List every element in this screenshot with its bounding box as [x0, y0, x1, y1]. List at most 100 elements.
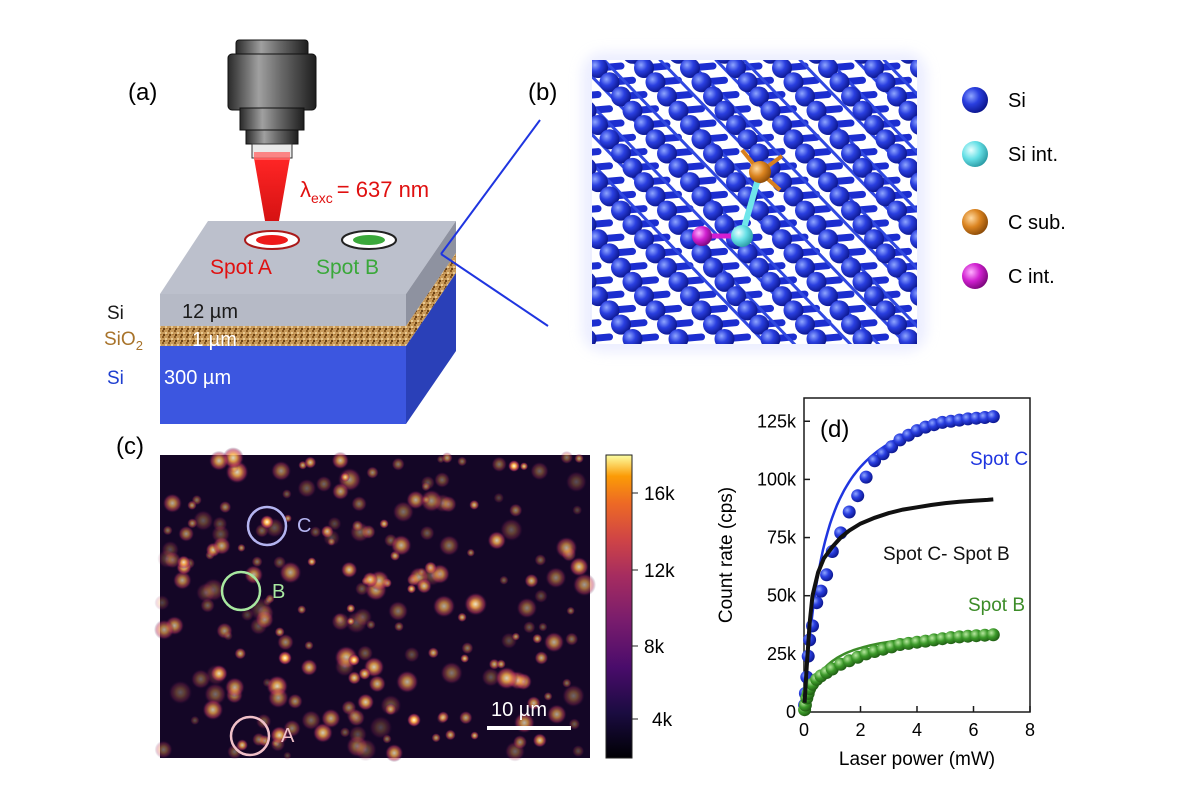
pl-emitter-spot — [566, 606, 575, 616]
pl-emitter-spot — [457, 456, 468, 467]
si-lattice-atom — [875, 186, 896, 207]
si-lattice-atom — [599, 243, 620, 264]
pl-emitter-spot — [420, 489, 443, 513]
pl-emitter-spot — [277, 633, 294, 651]
pl-emitter-spot — [421, 482, 431, 492]
pl-emitter-spot — [493, 492, 505, 504]
si-lattice-atom — [691, 300, 712, 321]
si-lattice-atom — [714, 328, 735, 344]
y-tick-label: 75k — [767, 528, 797, 548]
pl-emitter-spot — [574, 453, 584, 464]
pl-emitter-spot — [481, 667, 501, 687]
pl-emitter-spot — [572, 745, 585, 758]
pl-emitter-spot — [565, 632, 579, 646]
pl-emitter-spot — [351, 495, 367, 512]
si-lattice-atom — [703, 314, 723, 335]
si-lattice-atom — [714, 100, 735, 121]
atom-legend: Si Si int. C sub. C int. — [962, 87, 1066, 289]
si-lattice-atom — [829, 186, 850, 207]
si-lattice-atom — [714, 271, 735, 292]
layer-si-sub-material: Si — [107, 368, 124, 389]
pl-emitter-spot — [172, 570, 192, 590]
pl-emitter-spot — [297, 478, 317, 498]
pl-emitter-spot — [392, 501, 414, 523]
si-lattice-atom — [611, 200, 631, 221]
spot-a-text: Spot A — [210, 256, 272, 279]
pl-bright-spot — [348, 654, 360, 666]
si-lattice-atom — [852, 100, 873, 121]
pl-emitter-spot — [300, 658, 318, 676]
si-substrate — [160, 346, 406, 424]
si-lattice-atom — [760, 100, 781, 121]
x-tick-label: 2 — [855, 720, 865, 740]
pl-emitter-spot — [569, 557, 589, 577]
si-lattice-atom — [852, 214, 873, 235]
si-lattice-atom — [852, 157, 873, 178]
lambda-label: λexc = 637 nm — [300, 177, 429, 206]
pl-emitter-spot — [524, 573, 539, 588]
pl-emitter-spot — [322, 529, 341, 547]
pl-emitter-spot — [187, 500, 197, 511]
si-lattice-atom — [749, 143, 769, 164]
si-lattice-atom — [622, 157, 643, 178]
si-lattice-atom — [910, 60, 917, 78]
si-lattice-atom — [737, 72, 758, 93]
pl-emitter-spot — [304, 456, 317, 469]
pl-emitter-spot — [572, 505, 583, 516]
si-lattice-atom — [852, 271, 873, 292]
si-lattice-atom — [668, 214, 689, 235]
si-lattice-atom — [622, 271, 643, 292]
si-lattice-atom — [611, 143, 631, 164]
pl-emitter-spot — [384, 703, 397, 716]
si-lattice-atom — [599, 186, 620, 207]
pl-emitter-spot — [154, 740, 173, 759]
pl-emitter-spot — [251, 556, 263, 568]
pl-emitter-spot — [187, 518, 198, 529]
si-lattice-atom — [760, 214, 781, 235]
pl-emitter-spot — [340, 472, 351, 482]
pl-emitter-spot — [543, 691, 553, 701]
si-lattice-atom — [611, 257, 631, 278]
si-lattice-atom — [691, 186, 712, 207]
si-lattice-atom — [864, 115, 884, 136]
si-lattice-atom — [592, 330, 597, 344]
si-lattice-atom — [818, 60, 838, 78]
si-lattice-atom — [680, 115, 700, 136]
layer-sio2-thickness: 1 µm — [192, 329, 237, 351]
si-lattice-atom — [714, 214, 735, 235]
pl-emitter-spot — [270, 736, 286, 752]
pl-emitter-spot — [154, 619, 175, 640]
si-lattice-atom — [887, 143, 907, 164]
si-lattice-atom — [691, 72, 712, 93]
si-lattice-atom — [680, 60, 700, 78]
si-lattice-atom — [592, 60, 608, 78]
si-lattice-atom — [841, 200, 861, 221]
pl-emitter-spot — [511, 632, 521, 641]
colorbar-tick: 8k — [644, 637, 665, 658]
zoom-line-bottom — [440, 253, 549, 327]
pl-bright-spot — [260, 515, 274, 529]
pl-emitter-spot — [315, 475, 333, 493]
si-lattice-atom — [726, 60, 746, 78]
pl-emitter-spot — [279, 561, 302, 584]
panel-b: (b) Si Si int. C sub. — [528, 52, 1066, 352]
si-lattice-atom — [622, 100, 643, 121]
pl-emitter-spot — [211, 524, 231, 544]
legend-c-int-icon — [962, 263, 988, 289]
data-point — [859, 470, 873, 484]
si-lattice-atom — [726, 286, 746, 307]
si-lattice-atom — [772, 115, 792, 136]
pl-emitter-spot — [512, 735, 528, 750]
pl-emitter-spot — [234, 647, 247, 660]
pl-emitter-spot — [287, 693, 303, 709]
spot-c-map-label: C — [297, 515, 311, 537]
pl-emitter-spot — [543, 631, 565, 653]
si-lattice-atom — [910, 229, 917, 249]
scale-bar-label: 10 µm — [491, 699, 547, 721]
crystal-lattice — [592, 60, 917, 344]
si-lattice-atom — [829, 72, 850, 93]
si-lattice-atom — [599, 300, 620, 321]
si-lattice-atom — [864, 172, 884, 193]
y-tick-label: 0 — [786, 702, 796, 722]
